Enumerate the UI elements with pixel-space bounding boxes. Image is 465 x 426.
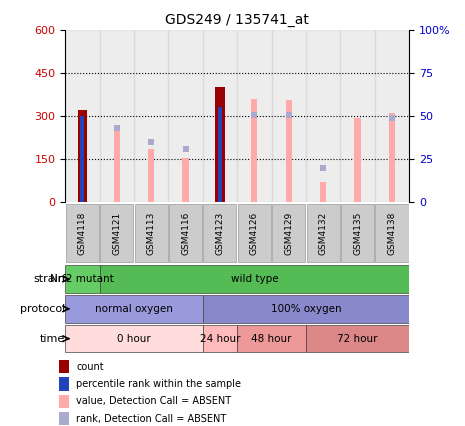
FancyBboxPatch shape (203, 204, 237, 262)
Bar (306, 30, 340, 202)
Text: GSM4118: GSM4118 (78, 212, 87, 255)
Text: value, Detection Call = ABSENT: value, Detection Call = ABSENT (76, 396, 232, 406)
Text: 48 hour: 48 hour (251, 334, 292, 344)
Text: time: time (40, 334, 65, 344)
Bar (65, 30, 100, 202)
FancyBboxPatch shape (65, 295, 203, 322)
Bar (78, 110, 87, 202)
Bar (340, 30, 375, 202)
Bar (60, 360, 69, 373)
Text: GSM4121: GSM4121 (112, 212, 121, 255)
FancyBboxPatch shape (100, 204, 133, 262)
Text: GSM4129: GSM4129 (284, 212, 293, 255)
FancyBboxPatch shape (100, 265, 409, 293)
FancyBboxPatch shape (238, 204, 271, 262)
FancyBboxPatch shape (65, 325, 203, 352)
Text: normal oxygen: normal oxygen (95, 304, 173, 314)
Text: GSM4135: GSM4135 (353, 212, 362, 255)
FancyBboxPatch shape (375, 204, 409, 262)
FancyBboxPatch shape (306, 204, 340, 262)
FancyBboxPatch shape (169, 204, 202, 262)
Bar (237, 30, 272, 202)
FancyBboxPatch shape (203, 295, 409, 322)
Text: 72 hour: 72 hour (337, 334, 378, 344)
Bar (375, 30, 409, 202)
Text: GSM4113: GSM4113 (146, 212, 156, 255)
FancyBboxPatch shape (272, 204, 306, 262)
Text: Nrf2 mutant: Nrf2 mutant (50, 274, 114, 284)
Bar (272, 30, 306, 202)
FancyBboxPatch shape (203, 325, 237, 352)
Bar (286, 100, 292, 202)
Text: wild type: wild type (231, 274, 278, 284)
Bar (60, 412, 69, 425)
Bar (389, 113, 395, 202)
Text: GSM4138: GSM4138 (387, 212, 397, 255)
Bar (182, 158, 189, 202)
Bar (251, 99, 258, 202)
Title: GDS249 / 135741_at: GDS249 / 135741_at (165, 13, 309, 27)
Text: percentile rank within the sample: percentile rank within the sample (76, 379, 241, 389)
Bar (100, 30, 134, 202)
Bar (60, 377, 69, 391)
FancyBboxPatch shape (306, 325, 409, 352)
Bar (218, 107, 222, 202)
Text: 100% oxygen: 100% oxygen (271, 304, 341, 314)
Bar (148, 149, 154, 202)
Bar (215, 87, 225, 202)
Bar (203, 30, 237, 202)
FancyBboxPatch shape (65, 265, 100, 293)
FancyBboxPatch shape (237, 325, 306, 352)
Text: 24 hour: 24 hour (199, 334, 240, 344)
Bar (168, 30, 203, 202)
Bar (113, 125, 120, 202)
Bar (80, 116, 84, 202)
Text: protocol: protocol (20, 304, 65, 314)
FancyBboxPatch shape (341, 204, 374, 262)
Text: GSM4123: GSM4123 (215, 212, 225, 255)
FancyBboxPatch shape (66, 204, 99, 262)
Text: rank, Detection Call = ABSENT: rank, Detection Call = ABSENT (76, 414, 226, 424)
Text: GSM4126: GSM4126 (250, 212, 259, 255)
Bar (354, 118, 361, 202)
Text: 0 hour: 0 hour (117, 334, 151, 344)
Bar (134, 30, 168, 202)
Text: GSM4132: GSM4132 (319, 212, 328, 255)
Text: GSM4116: GSM4116 (181, 212, 190, 255)
Text: count: count (76, 362, 104, 371)
Text: strain: strain (33, 274, 65, 284)
FancyBboxPatch shape (134, 204, 168, 262)
Bar (320, 182, 326, 202)
Bar (60, 395, 69, 408)
